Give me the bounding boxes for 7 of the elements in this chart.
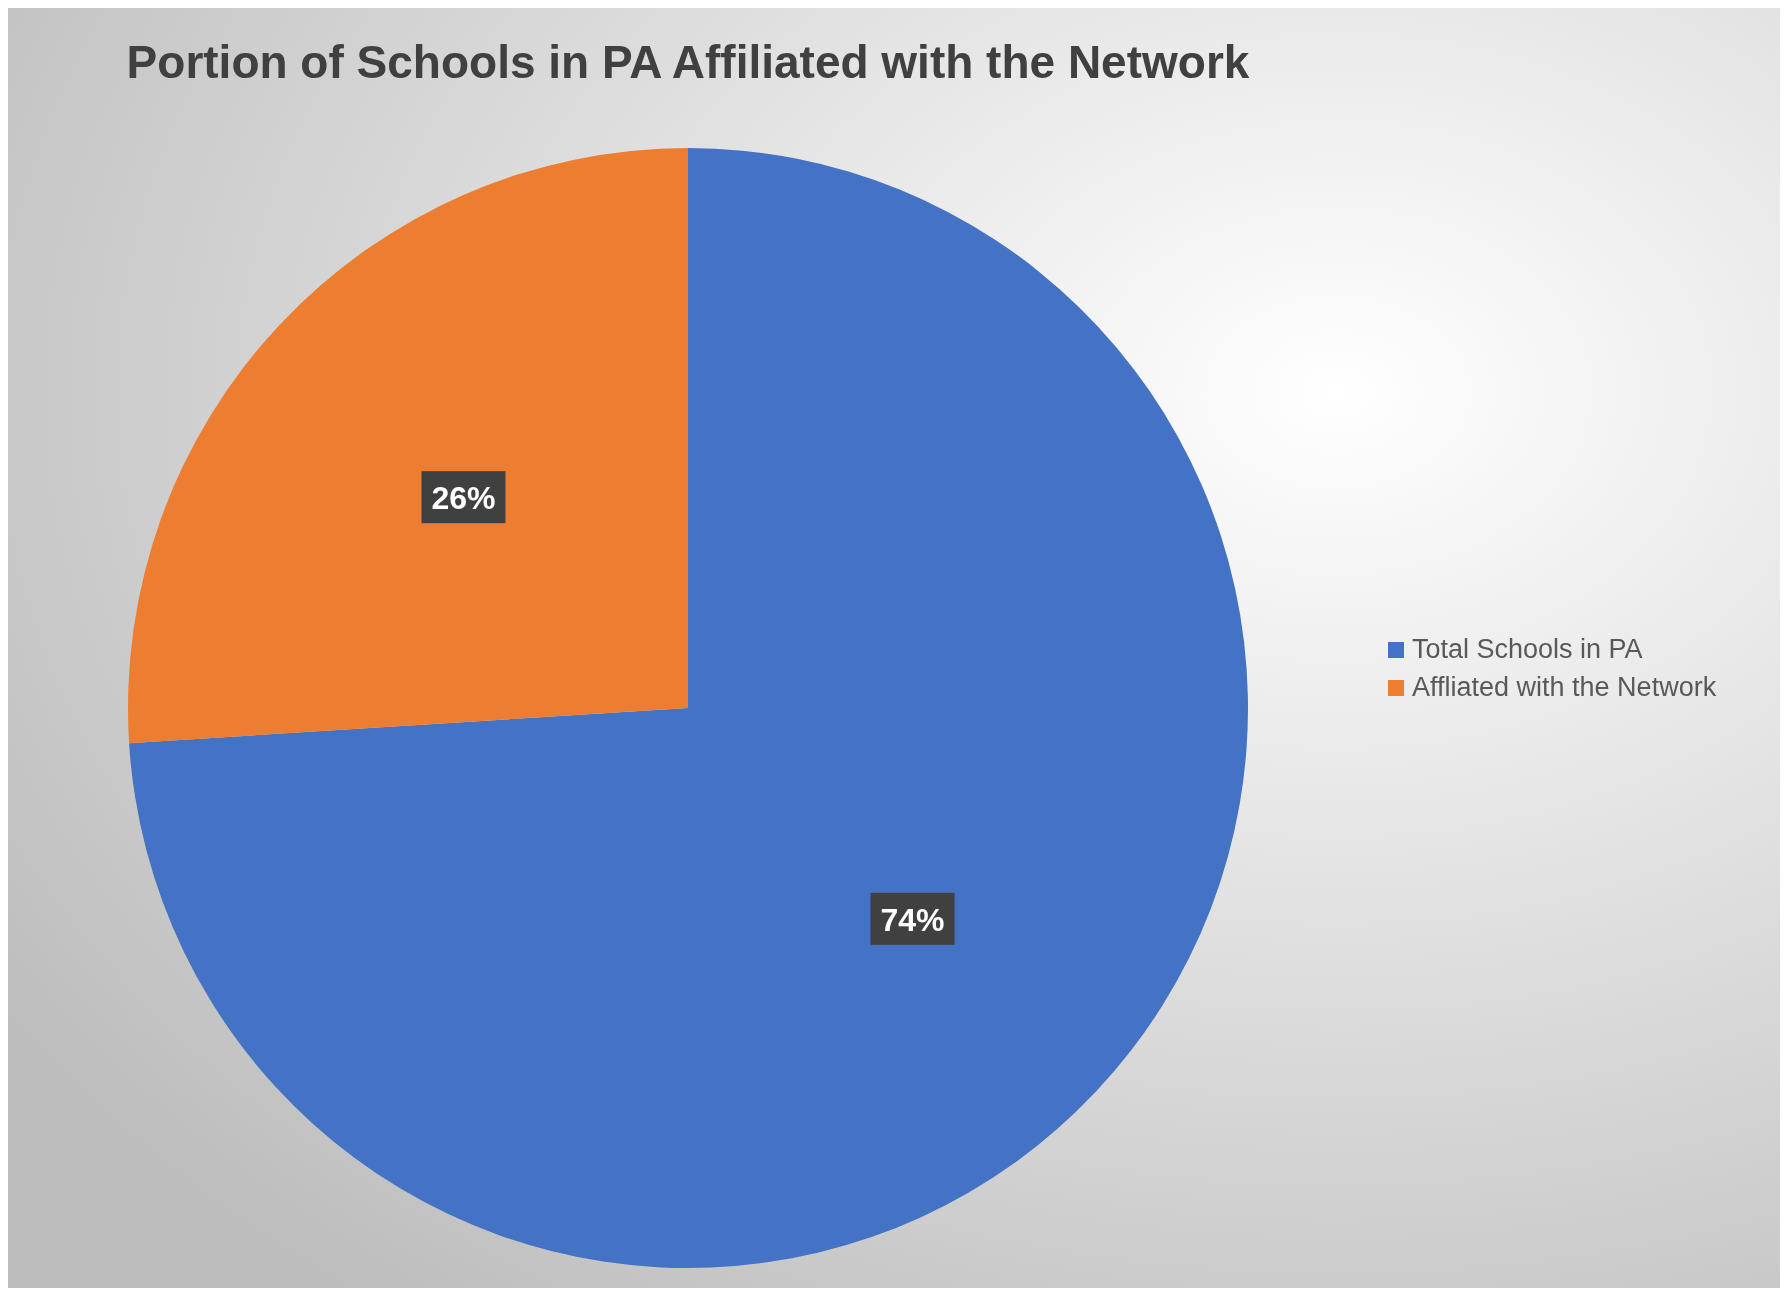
legend-label: Affliated with the Network <box>1412 672 1717 702</box>
chart-title: Portion of Schools in PA Affiliated with the Network <box>126 36 1250 88</box>
data-label: 26% <box>431 480 496 517</box>
pie-slice <box>129 148 1248 1268</box>
legend-label: Total Schools in PA <box>1412 634 1643 664</box>
data-label: 74% <box>880 901 945 938</box>
pie-slice <box>129 148 688 744</box>
